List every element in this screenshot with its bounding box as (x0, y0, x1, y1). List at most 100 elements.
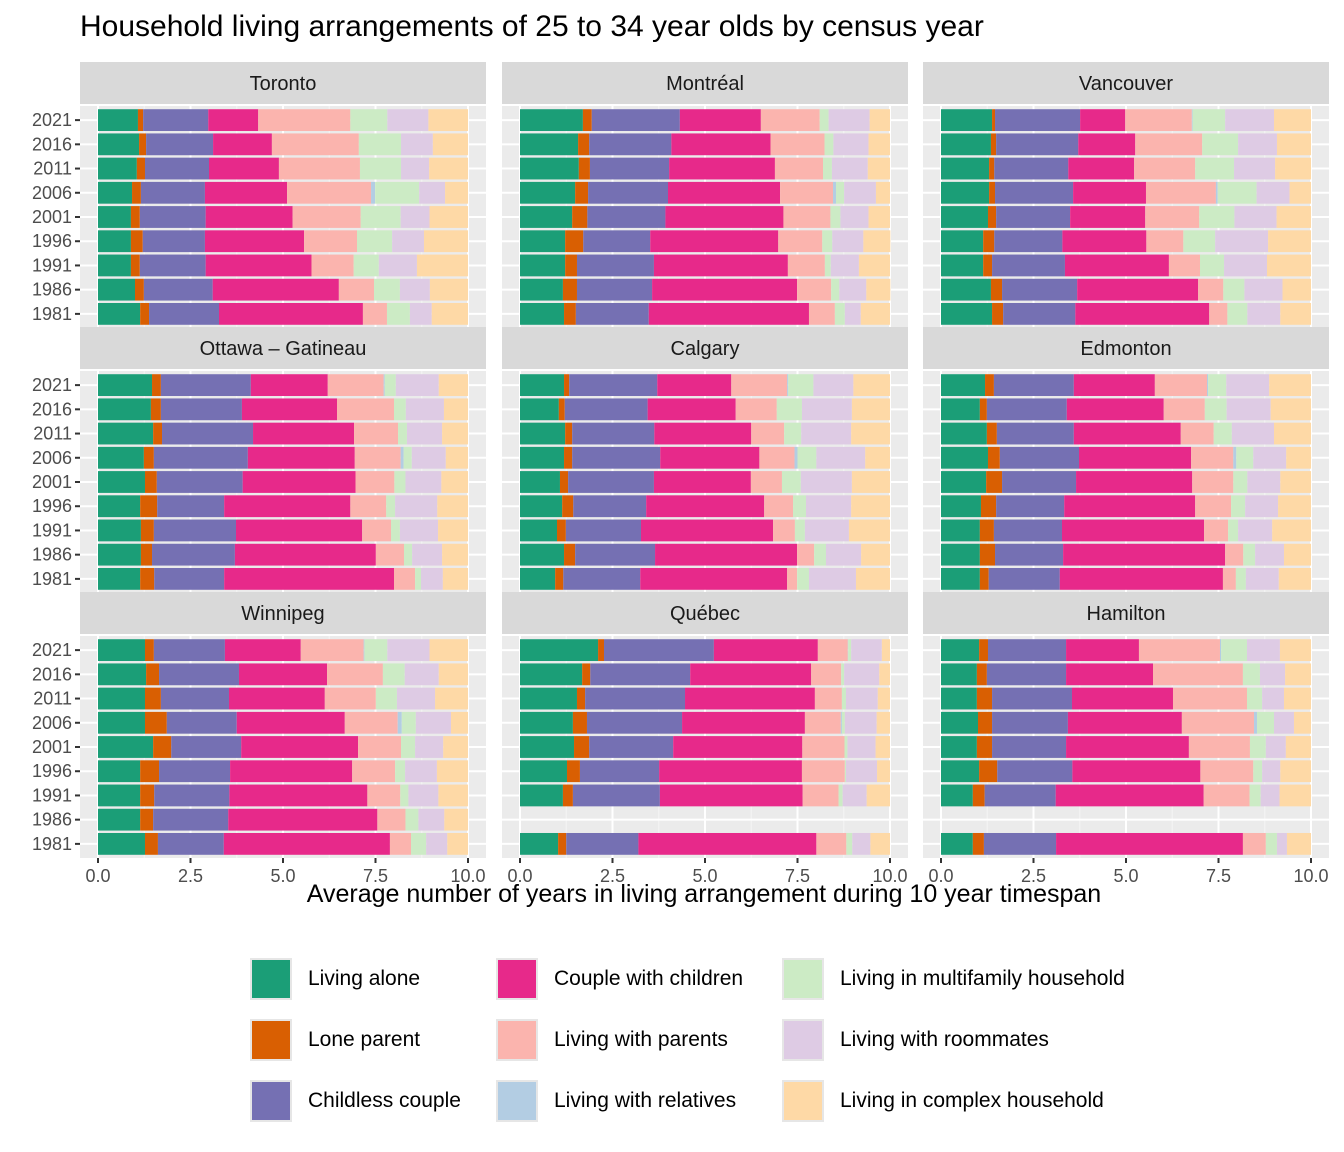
bar-segment (845, 687, 878, 710)
panel-strip (502, 62, 908, 104)
bar-segment (1234, 206, 1277, 228)
bar-segment (520, 254, 566, 277)
bar-segment (426, 832, 448, 855)
bar-segment (98, 278, 135, 301)
bar-segment (395, 760, 406, 783)
bar-segment (153, 639, 225, 662)
bar-segment (396, 687, 436, 710)
bar-segment (832, 230, 864, 253)
bar-segment (1078, 133, 1136, 156)
bar-segment (983, 230, 995, 253)
bar-segment (360, 206, 401, 228)
panel-title: Montréal (666, 73, 744, 95)
bar-segment (1146, 230, 1184, 253)
bar-segment (140, 567, 155, 590)
bar-segment (400, 206, 430, 228)
panel-edmonton: Edmonton (923, 327, 1329, 593)
bar-segment (154, 567, 225, 590)
bar-segment (98, 832, 145, 855)
bar-segment (776, 398, 802, 421)
legend-label: Living in complex household (840, 1089, 1104, 1112)
bar-segment (572, 784, 660, 807)
bar-segment (429, 278, 468, 301)
bar-segment (520, 663, 583, 686)
bar-segment (833, 133, 869, 156)
bar-segment (130, 254, 140, 277)
legend-item: Childless couple (250, 1078, 461, 1124)
bar-segment (1236, 446, 1254, 469)
bar-segment (640, 519, 774, 542)
x-tick-label: 2.5 (1021, 866, 1046, 886)
bar-segment (353, 254, 379, 277)
bar-segment (1270, 398, 1311, 421)
bar-segment (787, 254, 825, 277)
bar-segment (386, 302, 410, 325)
bar-segment (1135, 133, 1203, 156)
y-tick-label: 2001 (32, 472, 72, 492)
bar-segment (338, 278, 375, 301)
y-tick-label: 2006 (32, 448, 72, 468)
bar-segment (384, 374, 396, 397)
bar-segment (520, 495, 563, 518)
bar-segment (1188, 736, 1250, 758)
bar-segment (941, 495, 981, 518)
panel-strip (923, 592, 1329, 634)
y-tick-label: 1996 (32, 231, 72, 251)
bar-segment (441, 471, 468, 493)
bar-segment (1283, 543, 1311, 566)
bar-segment (98, 471, 145, 493)
bar-segment (144, 639, 154, 662)
bar-segment (395, 495, 438, 518)
bar-segment (520, 832, 559, 855)
bar-segment (831, 278, 840, 301)
bar-segment (421, 567, 443, 590)
bar-segment (996, 206, 1071, 228)
legend-item: Living with parents (496, 1017, 728, 1063)
bar-segment (204, 230, 305, 253)
bar-segment (367, 784, 401, 807)
bar-segment (1066, 398, 1164, 421)
bar-segment (559, 471, 569, 493)
bar-segment (431, 302, 468, 325)
bar-segment (144, 687, 161, 710)
bar-segment (941, 278, 991, 301)
bar-segment (140, 543, 153, 566)
bar-segment (418, 808, 445, 831)
bar-segment (565, 422, 573, 445)
bar-segment (665, 206, 784, 228)
bar-segment (405, 760, 437, 783)
bar-segment (166, 711, 237, 734)
bar-segment (987, 639, 1067, 662)
bar-segment (993, 374, 1074, 397)
bar-segment (994, 230, 1063, 253)
bar-segment (1289, 181, 1311, 204)
bar-segment (350, 495, 387, 518)
bar-segment (520, 567, 556, 590)
faceted-chart: Toronto 2021 2016 2011 2006 2001 1996 1991 1986 1… (32, 62, 1329, 886)
bar-segment (668, 181, 781, 204)
bar-segment (797, 278, 832, 301)
bar-segment (941, 687, 977, 710)
bar-segment (386, 495, 396, 518)
bar-segment (375, 687, 397, 710)
bar-segment (1254, 711, 1257, 734)
bar-segment (520, 784, 563, 807)
bar-segment (659, 760, 802, 783)
bar-segment (783, 206, 831, 228)
panel-hamilton: Hamilton 0.0 2.5 5.0 7.5 10.0 (923, 592, 1329, 886)
bar-segment (848, 519, 890, 542)
bar-segment (1247, 471, 1281, 493)
bar-segment (1226, 398, 1271, 421)
bar-segment (603, 639, 714, 662)
bar-segment (411, 832, 427, 855)
bar-segment (830, 254, 859, 277)
bar-segment (992, 254, 1065, 277)
bar-segment (140, 808, 154, 831)
y-tick-label: 2006 (32, 183, 72, 203)
bar-segment (999, 446, 1080, 469)
bar-segment (941, 543, 980, 566)
bar-segment (327, 374, 384, 397)
y-tick-label: 1991 (32, 255, 72, 275)
panel-title: Edmonton (1080, 338, 1171, 360)
bar-segment (1227, 302, 1248, 325)
